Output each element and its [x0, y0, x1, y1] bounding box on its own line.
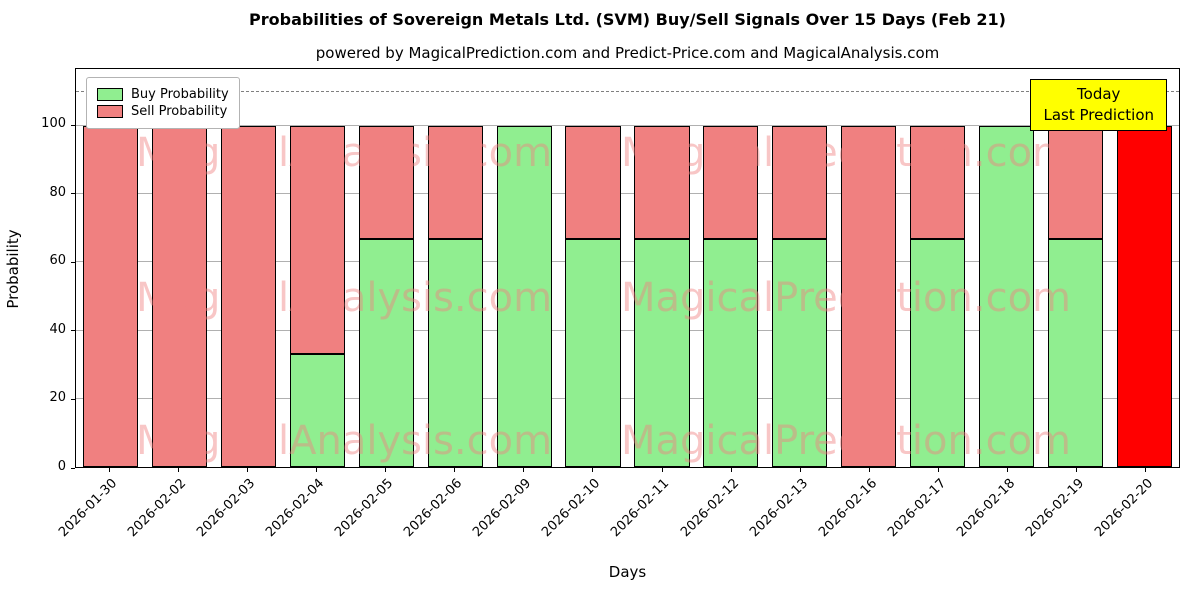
x-tick-mark	[1075, 468, 1077, 472]
bar-segment-sell-2026-02-03	[220, 125, 276, 467]
bar-segment-sell-2026-02-06	[427, 125, 483, 239]
legend: Buy Probability Sell Probability	[86, 77, 240, 129]
x-tick-mark	[523, 468, 525, 472]
bar-segment-sell-2026-02-10	[565, 125, 621, 239]
x-tick-mark	[316, 468, 318, 472]
bar-segment-buy-2026-02-13	[772, 238, 828, 467]
x-tick-mark	[1144, 468, 1146, 472]
bar-segment-buy-2026-02-17	[910, 238, 966, 467]
chart-title: Probabilities of Sovereign Metals Ltd. (…	[249, 10, 1006, 29]
bar-segment-buy-2026-02-11	[634, 238, 690, 467]
gridline-y-80	[76, 193, 1179, 195]
bar-segment-sell-2026-02-02	[151, 125, 207, 467]
legend-item-sell: Sell Probability	[97, 104, 229, 119]
bar-segment-buy-2026-02-05	[358, 238, 414, 467]
bar-segment-sell-2026-02-04	[289, 125, 345, 355]
bar-segment-sell-2026-02-17	[910, 125, 966, 239]
bar-segment-today-2026-02-20	[1116, 125, 1173, 467]
today-annotation-line1: Today	[1077, 85, 1121, 103]
bar-segment-sell-2026-02-11	[634, 125, 690, 239]
legend-swatch-sell	[97, 105, 123, 118]
gridline-y-40	[76, 329, 1179, 331]
x-tick-mark	[730, 468, 732, 472]
x-tick-mark	[661, 468, 663, 472]
x-tick-label: 2026-01-30	[56, 476, 121, 541]
x-tick-label: 2026-02-03	[194, 476, 259, 541]
x-tick-mark	[1006, 468, 1008, 472]
today-annotation-line2: Last Prediction	[1043, 106, 1154, 124]
legend-label-buy: Buy Probability	[131, 87, 229, 102]
bar-segment-buy-2026-02-18	[979, 125, 1035, 467]
plot-area: MagicalAnalysis.com MagicalPrediction.com…	[75, 68, 1180, 468]
x-tick-label: 2026-02-12	[677, 476, 742, 541]
chart-subtitle: powered by MagicalPrediction.com and Pre…	[315, 44, 940, 62]
bar-segment-buy-2026-02-19	[1048, 238, 1104, 467]
x-tick-label: 2026-02-16	[815, 476, 880, 541]
today-annotation: Today Last Prediction	[1030, 79, 1167, 131]
bar-segment-sell-2026-02-19	[1048, 125, 1104, 239]
gridline-y-20	[76, 397, 1179, 399]
bar-segment-buy-2026-02-10	[565, 238, 621, 467]
x-axis-label: Days	[608, 563, 647, 581]
bar-segment-sell-2026-01-30	[82, 125, 139, 467]
x-tick-label: 2026-02-17	[884, 476, 949, 541]
x-tick-mark	[592, 468, 594, 472]
y-tick-label: 40	[49, 321, 66, 337]
gridlines-layer	[76, 69, 1179, 467]
x-tick-label: 2026-02-11	[608, 476, 673, 541]
x-tick-mark	[385, 468, 387, 472]
bar-segment-sell-2026-02-16	[841, 125, 897, 467]
bar-segment-buy-2026-02-04	[289, 354, 345, 467]
x-tick-mark	[178, 468, 180, 472]
x-tick-label: 2026-02-20	[1092, 476, 1157, 541]
x-tick-mark	[799, 468, 801, 472]
legend-swatch-buy	[97, 88, 123, 101]
x-tick-label: 2026-02-06	[401, 476, 466, 541]
threshold-dashed-line	[76, 90, 1179, 92]
y-axis-label: Probability	[4, 229, 22, 309]
gridline-y-100	[76, 124, 1179, 126]
bar-segment-buy-2026-02-12	[703, 238, 759, 467]
bars-layer	[76, 69, 1179, 467]
legend-label-sell: Sell Probability	[131, 104, 228, 119]
bar-segment-sell-2026-02-13	[772, 125, 828, 239]
x-tick-mark	[937, 468, 939, 472]
bar-segment-buy-2026-02-09	[496, 125, 552, 467]
bar-segment-buy-2026-02-06	[427, 238, 483, 467]
x-tick-label: 2026-02-13	[746, 476, 811, 541]
x-tick-label: 2026-02-10	[539, 476, 604, 541]
y-tick-label: 0	[57, 459, 66, 474]
gridline-y-60	[76, 261, 1179, 263]
bar-segment-sell-2026-02-12	[703, 125, 759, 239]
y-tick-label: 100	[41, 116, 66, 132]
x-tick-label: 2026-02-19	[1022, 476, 1088, 541]
x-tick-mark	[868, 468, 870, 472]
x-tick-label: 2026-02-02	[125, 476, 190, 541]
x-tick-label: 2026-02-04	[263, 476, 328, 541]
legend-item-buy: Buy Probability	[97, 87, 229, 102]
x-tick-mark	[247, 468, 249, 472]
bar-segment-sell-2026-02-05	[358, 125, 414, 239]
x-tick-mark	[109, 468, 111, 472]
x-tick-mark	[454, 468, 456, 472]
x-tick-label: 2026-02-05	[332, 476, 397, 541]
x-tick-label: 2026-02-09	[470, 476, 535, 541]
y-tick-label: 80	[49, 184, 66, 200]
y-tick-label: 20	[49, 390, 66, 406]
x-tick-label: 2026-02-18	[953, 476, 1018, 541]
